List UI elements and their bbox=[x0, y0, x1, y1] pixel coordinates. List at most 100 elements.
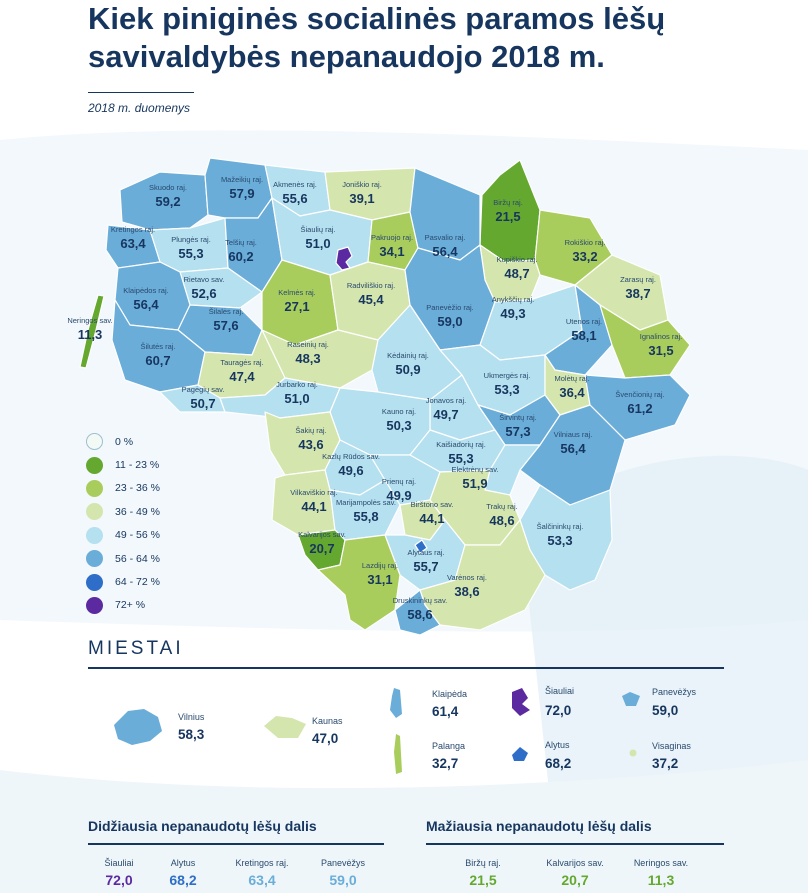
city-name-visaginas: Visaginas bbox=[652, 741, 691, 751]
top-ranking-divider bbox=[88, 843, 384, 845]
region-name-label: Klaipėdos raj. bbox=[123, 286, 168, 295]
legend-swatch bbox=[86, 550, 103, 568]
region-value-label: 55,8 bbox=[353, 509, 378, 524]
region-name-label: Ignalinos raj. bbox=[640, 332, 683, 341]
region-name-label: Lazdijų raj. bbox=[362, 561, 398, 570]
region-value-label: 56,4 bbox=[560, 441, 586, 456]
legend-label: 36 - 49 % bbox=[115, 505, 160, 518]
visaginas-shape bbox=[629, 749, 637, 757]
region-name-label: Telšių raj. bbox=[225, 238, 257, 247]
top-item-name: Panevėžys bbox=[320, 858, 366, 868]
siauliai-city-marker bbox=[335, 246, 353, 271]
region-lazdiju[interactable] bbox=[317, 534, 401, 631]
region-name-label: Šiaulių raj. bbox=[300, 225, 335, 234]
region-value-label: 55,3 bbox=[448, 451, 473, 466]
region-value-label: 51,0 bbox=[305, 236, 330, 251]
region-value-label: 61,2 bbox=[627, 401, 652, 416]
region-name-label: Raseinių raj. bbox=[287, 340, 329, 349]
bottom-item-name: Neringos sav. bbox=[633, 858, 689, 868]
region-name-label: Marijampolės sav. bbox=[336, 498, 396, 507]
region-value-label: 43,6 bbox=[298, 437, 323, 452]
region-name-label: Varėnos raj. bbox=[447, 573, 487, 582]
region-value-label: 55,7 bbox=[413, 559, 438, 574]
region-name-label: Panevėžio raj. bbox=[426, 303, 474, 312]
palanga-shape bbox=[394, 734, 402, 774]
legend-item: 23 - 36 % bbox=[86, 477, 160, 500]
region-ignalinos[interactable] bbox=[599, 304, 691, 379]
bottom-ranking-divider bbox=[426, 843, 724, 845]
region-neringos[interactable] bbox=[79, 294, 105, 369]
region-name-label: Elektrėnų sav. bbox=[452, 465, 499, 474]
legend-label: 64 - 72 % bbox=[115, 576, 160, 589]
region-name-label: Kupiškio raj. bbox=[497, 255, 538, 264]
region-value-label: 59,0 bbox=[437, 314, 462, 329]
region-value-label: 57,3 bbox=[505, 424, 530, 439]
region-name-label: Vilniaus raj. bbox=[554, 430, 593, 439]
region-name-label: Šalčininkų raj. bbox=[537, 522, 584, 531]
region-name-label: Pasvalio raj. bbox=[425, 233, 466, 242]
panevezys-shape bbox=[622, 692, 640, 706]
region-value-label: 45,4 bbox=[358, 292, 384, 307]
kaunas-shape bbox=[264, 716, 306, 738]
city-value-kaunas: 47,0 bbox=[312, 731, 339, 746]
region-value-label: 21,5 bbox=[495, 209, 520, 224]
map-legend: 0 % 11 - 23 % 23 - 36 % 36 - 49 % 49 - 56 % 5… bbox=[86, 430, 160, 617]
region-name-label: Prienų raj. bbox=[382, 477, 416, 486]
page-title: Kiek piniginės socialinės paramos lėšų s… bbox=[88, 1, 666, 74]
top-item-value: 59,0 bbox=[329, 872, 357, 888]
region-value-label: 56,4 bbox=[432, 244, 458, 259]
region-skuodo[interactable] bbox=[119, 171, 209, 231]
siauliai-shape bbox=[512, 688, 530, 716]
region-value-label: 34,1 bbox=[379, 244, 404, 259]
region-name-label: Skuodo raj. bbox=[149, 183, 187, 192]
city-value-vilnius: 58,3 bbox=[178, 727, 205, 742]
legend-label: 0 % bbox=[115, 435, 134, 448]
legend-item: 11 - 23 % bbox=[86, 453, 160, 476]
region-value-label: 27,1 bbox=[284, 299, 309, 314]
region-druskininku[interactable] bbox=[394, 589, 441, 636]
legend-swatch bbox=[86, 526, 103, 544]
top-item-value: 72,0 bbox=[105, 872, 133, 888]
region-value-label: 31,1 bbox=[367, 572, 392, 587]
region-name-label: Biržų raj. bbox=[493, 198, 523, 207]
region-value-label: 44,1 bbox=[419, 511, 444, 526]
region-name-label: Pakruojo raj. bbox=[371, 233, 413, 242]
region-value-label: 38,6 bbox=[454, 584, 479, 599]
region-value-label: 49,3 bbox=[500, 306, 525, 321]
bottom-item-name: Kalvarijos sav. bbox=[546, 858, 604, 868]
region-value-label: 53,3 bbox=[494, 382, 519, 397]
region-name-label: Molėtų raj. bbox=[554, 374, 589, 383]
bottom-item-value: 20,7 bbox=[561, 872, 589, 888]
region-value-label: 50,3 bbox=[386, 418, 411, 433]
cities-divider bbox=[88, 667, 724, 669]
subtitle: 2018 m. duomenys bbox=[88, 101, 191, 115]
region-value-label: 44,1 bbox=[301, 499, 326, 514]
alytus-city-marker bbox=[414, 539, 428, 554]
legend-swatch bbox=[86, 433, 103, 451]
legend-item: 64 - 72 % bbox=[86, 570, 160, 593]
region-name-label: Utenos raj. bbox=[566, 317, 602, 326]
region-name-label: Radviliškio raj. bbox=[347, 281, 395, 290]
region-name-label: Šilalės raj. bbox=[209, 307, 244, 316]
region-value-label: 55,3 bbox=[178, 246, 203, 261]
region-value-label: 63,4 bbox=[120, 236, 146, 251]
city-value-visaginas: 37,2 bbox=[652, 756, 679, 771]
region-name-label: Joniškio raj. bbox=[342, 180, 382, 189]
legend-swatch bbox=[86, 456, 103, 474]
region-value-label: 47,4 bbox=[229, 369, 255, 384]
region-value-label: 56,4 bbox=[133, 297, 159, 312]
legend-swatch bbox=[86, 479, 103, 497]
region-name-label: Birštono sav. bbox=[411, 500, 454, 509]
legend-item: 72+ % bbox=[86, 594, 160, 617]
region-name-label: Jurbarko raj. bbox=[276, 380, 318, 389]
region-value-label: 49,9 bbox=[386, 488, 411, 503]
region-name-label: Širvintų raj. bbox=[499, 413, 537, 422]
legend-label: 56 - 64 % bbox=[115, 552, 160, 565]
city-name-klaipeda: Klaipėda bbox=[432, 689, 468, 699]
region-value-label: 60,2 bbox=[228, 249, 253, 264]
region-name-label: Šakių raj. bbox=[295, 426, 326, 435]
region-value-label: 58,1 bbox=[571, 328, 596, 343]
legend-label: 72+ % bbox=[115, 599, 146, 612]
city-name-palanga: Palanga bbox=[432, 741, 466, 751]
legend-item: 56 - 64 % bbox=[86, 547, 160, 570]
